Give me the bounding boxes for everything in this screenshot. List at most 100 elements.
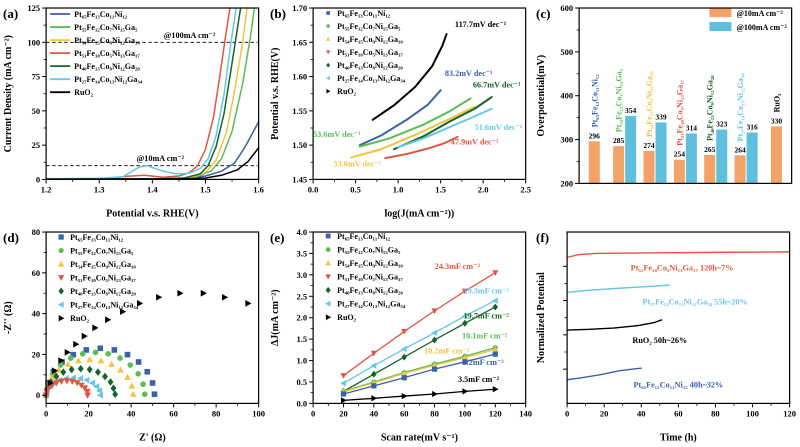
svg-text:1.0: 1.0 (296, 355, 307, 365)
panel-e: 24.3mF cm⁻² 19.3mF cm⁻² 19.7mF cm⁻² 10.1mF … (267, 224, 534, 447)
panel-f-chart: Pt₅₁Fe₁₀Co₅Ni₁₃Ga₁₇ 120h~7% Pt₂₇Fe₁₄Co₁₃N… (536, 230, 797, 443)
svg-text:274: 274 (644, 141, 656, 150)
svg-text:Pt₆₅Fe₁₃Co₁₁Ni₁₂: Pt₆₅Fe₁₃Co₁₁Ni₁₂ (74, 10, 128, 19)
svg-text:1.5: 1.5 (435, 184, 446, 194)
svg-text:47.9mV dec⁻¹: 47.9mV dec⁻¹ (450, 137, 498, 146)
svg-text:3.0: 3.0 (296, 269, 307, 279)
panel-d: 0 20 40 60 80 100 0 20 40 60 80 Z' (Ω) -Z'' (Ω) Pt₆₅F… (0, 224, 267, 447)
svg-text:140: 140 (519, 408, 532, 418)
svg-text:25: 25 (32, 140, 41, 150)
svg-text:1.5: 1.5 (200, 184, 211, 194)
svg-text:316: 316 (747, 123, 759, 132)
panel-b: 117.7mV dec⁻¹ 83.2mV dec⁻¹ 66.7mV dec⁻¹ 51.… (267, 0, 534, 224)
svg-text:53.6mV dec⁻¹: 53.6mV dec⁻¹ (313, 130, 361, 139)
svg-text:296: 296 (589, 131, 601, 140)
svg-text:Pt₅₁Fe₁₀Co₅Ni₁₃Ga₁₇ 120h~7%: Pt₅₁Fe₁₀Co₅Ni₁₃Ga₁₇ 120h~7% (631, 263, 734, 272)
panel-a-chart: @100mA cm⁻² @10mA cm⁻² 1.2 1.3 1.4 1.5 1.6 0 25 5… (3, 3, 265, 219)
svg-text:19.7mF cm⁻²: 19.7mF cm⁻² (463, 311, 509, 320)
svg-text:60: 60 (674, 408, 683, 418)
svg-text:ΔJ(mA cm⁻²): ΔJ(mA cm⁻²) (270, 289, 281, 346)
svg-text:0.0: 0.0 (296, 398, 307, 408)
svg-text:Pt₆₅Fe₁₃Co₁₁Ni₁₂ 40h~32%: Pt₆₅Fe₁₃Co₁₁Ni₁₂ 40h~32% (634, 380, 724, 389)
svg-text:83.2mV dec⁻¹: 83.2mV dec⁻¹ (445, 69, 493, 78)
svg-text:RuO₂ 50h~26%: RuO₂ 50h~26% (633, 336, 688, 345)
svg-text:60: 60 (32, 267, 41, 277)
svg-text:1.45: 1.45 (292, 174, 307, 184)
svg-text:1.2: 1.2 (41, 184, 52, 194)
svg-text:40: 40 (127, 408, 136, 418)
svg-text:2.0: 2.0 (296, 312, 307, 322)
svg-text:80: 80 (430, 408, 439, 418)
svg-text:Pt₅₄Fe₁₅Co₉Ni₁₂Ga₁₀: Pt₅₄Fe₁₅Co₉Ni₁₂Ga₁₀ (70, 260, 136, 269)
svg-text:Pt₅₅Fe₁₂Co₇Ni₁₅Ga₅: Pt₅₅Fe₁₂Co₇Ni₁₅Ga₅ (337, 22, 401, 31)
svg-text:@10mA cm⁻²: @10mA cm⁻² (137, 154, 185, 163)
svg-text:20: 20 (600, 408, 609, 418)
svg-text:Pt₂₇Fe₁₄Co₁₃Ni₁₂Ga₃₄: Pt₂₇Fe₁₄Co₁₃Ni₁₂Ga₃₄ (70, 300, 139, 309)
svg-text:Pt₄₀Fe₁₃Co₈Ni₁₂Ga₂₀: Pt₄₀Fe₁₃Co₈Ni₁₂Ga₂₀ (337, 61, 403, 70)
svg-text:@100mA cm⁻²: @100mA cm⁻² (164, 31, 216, 40)
svg-text:RuO₂: RuO₂ (74, 88, 93, 97)
svg-text:Pt₄₀Fe₁₃Co₈Ni₁₂Ga₂₀: Pt₄₀Fe₁₃Co₈Ni₁₂Ga₂₀ (70, 287, 136, 296)
svg-text:0: 0 (311, 408, 315, 418)
svg-text:0.5: 0.5 (296, 376, 307, 386)
svg-text:10.1mF cm⁻²: 10.1mF cm⁻² (462, 331, 508, 340)
svg-text:1.0: 1.0 (392, 184, 403, 194)
svg-text:Pt₅₁Fe₁₀Co₅Ni₁₃Ga₁₇: Pt₅₁Fe₁₀Co₅Ni₁₃Ga₁₇ (337, 272, 403, 281)
svg-text:4.0: 4.0 (296, 227, 307, 237)
svg-text:100: 100 (746, 408, 759, 418)
svg-text:120: 120 (784, 408, 797, 418)
svg-text:Normalized Potential: Normalized Potential (536, 272, 547, 363)
svg-text:RuO₂: RuO₂ (337, 87, 356, 96)
svg-text:19.3mF cm⁻²: 19.3mF cm⁻² (463, 286, 509, 295)
svg-text:60: 60 (400, 408, 409, 418)
svg-text:Pt₅₅Fe₁₂Co₇Ni₁₅Ga₅: Pt₅₅Fe₁₂Co₇Ni₁₅Ga₅ (70, 246, 134, 255)
svg-text:1.65: 1.65 (292, 37, 307, 47)
svg-text:Pt₅₄Fe₁₅Co₉Ni₁₂Ga₁₀: Pt₅₄Fe₁₅Co₉Ni₁₂Ga₁₀ (645, 71, 654, 137)
svg-text:log(J(mA cm⁻²)): log(J(mA cm⁻²)) (384, 208, 454, 219)
svg-text:0: 0 (36, 174, 40, 184)
svg-text:1.6: 1.6 (253, 184, 264, 194)
svg-text:Pt₅₄Fe₁₅Co₉Ni₁₂Ga₁₀: Pt₅₄Fe₁₅Co₉Ni₁₂Ga₁₀ (337, 35, 403, 44)
svg-text:(a): (a) (3, 6, 18, 21)
svg-text:1.55: 1.55 (292, 106, 307, 116)
svg-text:1.50: 1.50 (292, 140, 307, 150)
svg-text:Pt₆₅Fe₁₃Co₁₁Ni₁₂: Pt₆₅Fe₁₃Co₁₁Ni₁₂ (337, 232, 391, 241)
svg-text:2.5: 2.5 (296, 291, 307, 301)
svg-text:Pt₄₀Fe₁₃Co₈Ni₁₂Ga₂₀: Pt₄₀Fe₁₃Co₈Ni₁₂Ga₂₀ (337, 286, 403, 295)
svg-text:100: 100 (458, 408, 471, 418)
svg-text:Overpotential(mV): Overpotential(mV) (536, 55, 547, 137)
panel-b-chart: 117.7mV dec⁻¹ 83.2mV dec⁻¹ 66.7mV dec⁻¹ 51.… (270, 3, 531, 219)
panel-f: Pt₅₁Fe₁₀Co₅Ni₁₃Ga₁₇ 120h~7% Pt₂₇Fe₁₄Co₁₃N… (533, 224, 800, 447)
svg-text:354: 354 (625, 106, 637, 115)
svg-text:80: 80 (712, 408, 721, 418)
svg-text:50: 50 (32, 106, 41, 116)
panel-a: @100mA cm⁻² @10mA cm⁻² 1.2 1.3 1.4 1.5 1.6 0 25 5… (0, 0, 267, 224)
svg-text:0.5: 0.5 (350, 184, 361, 194)
svg-text:Pt₆₅Fe₁₃Co₁₁Ni₁₂: Pt₆₅Fe₁₃Co₁₁Ni₁₂ (591, 74, 600, 128)
svg-text:Pt₂₇Fe₁₄Co₁₃Ni₁₂Ga₃₄: Pt₂₇Fe₁₄Co₁₃Ni₁₂Ga₃₄ (736, 73, 745, 142)
svg-text:Pt₂₇Fe₁₄Co₁₃Ni₁₂Ga₃₄: Pt₂₇Fe₁₄Co₁₃Ni₁₂Ga₃₄ (337, 74, 406, 83)
svg-text:117.7mV dec⁻¹: 117.7mV dec⁻¹ (455, 20, 507, 29)
panel-c: 296 Pt₆₅Fe₁₃Co₁₁Ni₁₂ 285 354 Pt₅₅Fe₁₂Co₇Ni₁₅… (533, 0, 800, 224)
svg-text:RuO₂: RuO₂ (337, 313, 356, 322)
svg-text:Pt₅₅Fe₁₂Co₇Ni₁₅Ga₅: Pt₅₅Fe₁₂Co₇Ni₁₅Ga₅ (74, 23, 138, 32)
svg-text:20: 20 (32, 349, 41, 359)
svg-text:339: 339 (656, 112, 668, 121)
svg-text:66.7mV dec⁻¹: 66.7mV dec⁻¹ (473, 81, 521, 90)
svg-text:Time (h): Time (h) (660, 432, 697, 443)
svg-text:Pt₅₅Fe₁₂Co₇Ni₁₅Ga₅: Pt₅₅Fe₁₂Co₇Ni₁₅Ga₅ (337, 245, 401, 254)
svg-text:Pt₂₇Fe₁₄Co₁₃Ni₁₂Ga₃₄ 55h~20%: Pt₂₇Fe₁₄Co₁₃Ni₁₂Ga₃₄ 55h~20% (643, 297, 748, 306)
svg-text:Pt₂₇Fe₁₄Co₁₃Ni₁₂Ga₃₄: Pt₂₇Fe₁₄Co₁₃Ni₁₂Ga₃₄ (74, 75, 143, 84)
svg-text:20: 20 (339, 408, 348, 418)
svg-text:100: 100 (252, 408, 265, 418)
svg-text:314: 314 (686, 123, 698, 132)
svg-text:@10mA cm⁻²: @10mA cm⁻² (737, 9, 784, 18)
svg-text:330: 330 (771, 116, 783, 125)
svg-text:1.4: 1.4 (147, 184, 158, 194)
svg-text:Potential v.s. RHE(V): Potential v.s. RHE(V) (270, 48, 281, 140)
svg-text:2.5: 2.5 (520, 184, 531, 194)
svg-text:@100mA cm⁻²: @100mA cm⁻² (737, 23, 788, 32)
svg-text:75: 75 (32, 72, 41, 82)
svg-text:Potential v.s. RHE(V): Potential v.s. RHE(V) (106, 208, 198, 219)
